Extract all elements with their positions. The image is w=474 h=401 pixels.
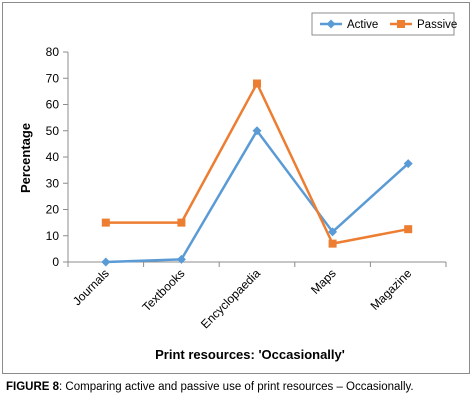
legend-box [311, 12, 455, 36]
legend-label: Active [347, 19, 378, 31]
x-tick-label: Magazine [368, 266, 415, 313]
data-point-active [328, 227, 338, 237]
figure-caption: FIGURE 8: Comparing active and passive u… [6, 381, 468, 393]
data-point-active [101, 257, 111, 267]
data-point-active [403, 159, 413, 169]
x-tick-label: Textbooks [139, 266, 187, 314]
legend: Active Passive [311, 12, 457, 36]
x-axis-title: Print resources: 'Occasionally' [155, 347, 345, 362]
y-tick-label: 30 [46, 176, 60, 190]
x-tick-label: Encyclopaedia [198, 266, 263, 331]
y-axis: 0 10 20 30 40 50 60 70 80 [46, 45, 69, 269]
data-point-active [176, 254, 186, 264]
data-point-passive [253, 79, 261, 88]
data-point-passive [101, 218, 110, 227]
data-point-passive [404, 225, 413, 234]
x-tick-label: Journals [70, 266, 112, 308]
y-axis-title: Percentage [18, 123, 33, 193]
data-point-active [252, 126, 262, 136]
figure-caption-text: : Comparing active and passive use of pr… [59, 381, 414, 393]
figure-caption-label: FIGURE 8 [6, 381, 60, 393]
x-axis: Journals Textbooks Encyclopaedia Maps Magazi… [67, 261, 447, 331]
data-point-passive [177, 218, 186, 227]
legend-marker [326, 19, 336, 29]
y-tick-label: 80 [46, 45, 60, 59]
line-chart: 0 10 20 30 40 50 60 70 80 Journals Textbooks Encyc… [18, 12, 457, 362]
series-line-passive [105, 82, 409, 245]
data-point-passive [328, 239, 337, 248]
chart-frame [2, 2, 470, 374]
series-layer [101, 79, 413, 267]
legend-label: Passive [417, 19, 457, 31]
legend-marker [397, 20, 405, 28]
y-tick-label: 60 [46, 98, 60, 112]
x-tick-label: Maps [308, 266, 339, 297]
y-tick-label: 0 [52, 255, 59, 269]
y-tick-label: 50 [46, 124, 60, 138]
y-tick-label: 10 [46, 229, 60, 243]
series-line-active [105, 129, 410, 264]
y-tick-label: 70 [46, 71, 60, 85]
y-tick-label: 20 [46, 203, 60, 217]
y-tick-label: 40 [46, 150, 60, 164]
